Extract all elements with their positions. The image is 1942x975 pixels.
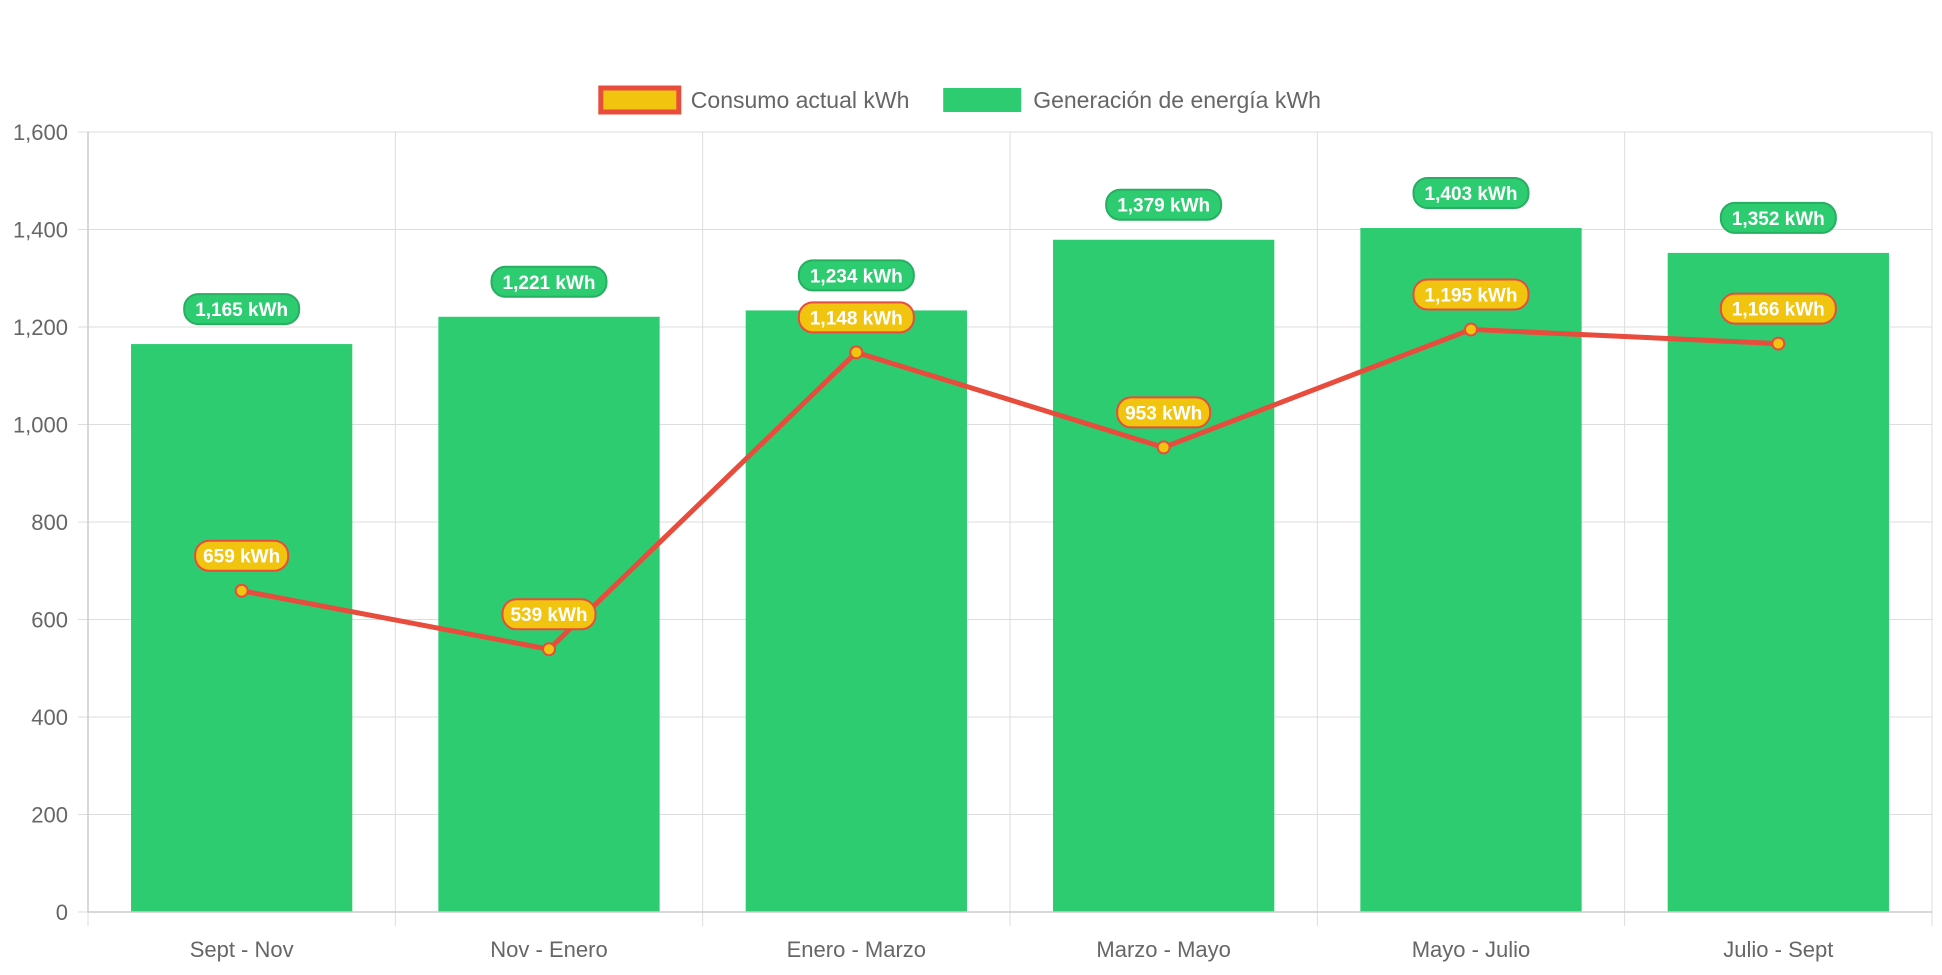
point-consumo[interactable] [1771, 336, 1786, 351]
data-label-consumo: 953 kWh [1125, 403, 1202, 424]
data-label-consumo: 659 kWh [203, 547, 280, 568]
data-label-generacion-bg [183, 293, 301, 326]
x-tick-label: Enero - Marzo [787, 937, 926, 962]
legend-swatch [943, 88, 1022, 112]
legend-swatch [598, 85, 682, 115]
y-tick-label: 800 [31, 510, 68, 535]
x-tick-label: Sept - Nov [190, 937, 294, 962]
y-tick-label: 0 [56, 900, 68, 925]
data-label-generacion-bg [490, 265, 608, 298]
series-line-consumo[interactable] [241, 326, 1779, 652]
data-label-consumo: 539 kWh [510, 605, 587, 626]
point-consumo[interactable] [849, 345, 864, 360]
x-tick-label: Mayo - Julio [1412, 937, 1531, 962]
data-label-generacion: 1,234 kWh [810, 266, 903, 287]
y-tick-label: 1,200 [13, 315, 68, 340]
point-consumo[interactable] [234, 583, 249, 598]
data-label-generacion-bg [1412, 177, 1530, 210]
data-label-consumo-bg [194, 539, 290, 572]
data-label-generacion: 1,403 kWh [1425, 184, 1518, 205]
data-label-generacion: 1,352 kWh [1732, 209, 1825, 230]
legend-item-consumo[interactable]: Consumo actual kWh [598, 85, 910, 115]
data-label-consumo: 1,166 kWh [1732, 300, 1825, 321]
x-tick-label: Marzo - Mayo [1096, 937, 1230, 962]
point-consumo[interactable] [542, 642, 556, 657]
data-label-consumo: 1,195 kWh [1425, 285, 1518, 306]
x-tick-label: Julio - Sept [1723, 937, 1833, 962]
bar-generacion[interactable] [1667, 252, 1889, 912]
bar-generacion[interactable] [131, 344, 353, 912]
data-label-generacion: 1,221 kWh [503, 273, 596, 294]
legend-label: Generación de energía kWh [1033, 87, 1321, 113]
y-tick-label: 1,600 [13, 120, 68, 145]
data-label-consumo: 1,148 kWh [810, 308, 903, 329]
point-consumo[interactable] [1156, 440, 1171, 455]
data-label-generacion-bg [1105, 188, 1223, 221]
y-tick-label: 1,000 [13, 413, 68, 438]
data-label-generacion: 1,165 kWh [195, 300, 288, 321]
axis-layer: 0 200 400 600 800 1,000 1,200 1,400 1,600 Sept - … [13, 120, 1932, 962]
legend[interactable]: Consumo actual kWh Generación de energía … [598, 85, 1321, 115]
data-label-consumo-bg [501, 598, 597, 631]
bar-generacion[interactable] [1053, 239, 1275, 913]
data-label-consumo-bg [1719, 292, 1837, 325]
data-label-generacion-bg [797, 259, 915, 292]
bar-generacion[interactable] [745, 310, 967, 912]
line-layer [234, 322, 1786, 657]
data-label-layer: 1,165 kWh 1,221 kWh 1,234 kWh 1,379 kWh 1,40… [183, 177, 1837, 631]
grid-layer [87, 131, 1933, 926]
y-tick-label: 1,400 [13, 218, 68, 243]
bar-layer [131, 228, 1889, 913]
y-tick-label: 200 [31, 803, 68, 828]
data-label-consumo-bg [1116, 396, 1212, 429]
legend-item-generacion[interactable]: Generación de energía kWh [943, 87, 1321, 113]
bar-generacion[interactable] [1360, 228, 1582, 913]
y-tick-label: 600 [31, 608, 68, 633]
data-label-consumo-bg [797, 301, 915, 334]
legend-label: Consumo actual kWh [691, 87, 910, 113]
y-tick-label: 400 [31, 705, 68, 730]
x-tick-label: Nov - Enero [490, 937, 607, 962]
data-label-consumo-bg [1412, 278, 1530, 311]
data-label-generacion-bg [1719, 201, 1837, 234]
point-consumo[interactable] [1464, 322, 1478, 337]
data-label-generacion: 1,379 kWh [1117, 196, 1210, 217]
